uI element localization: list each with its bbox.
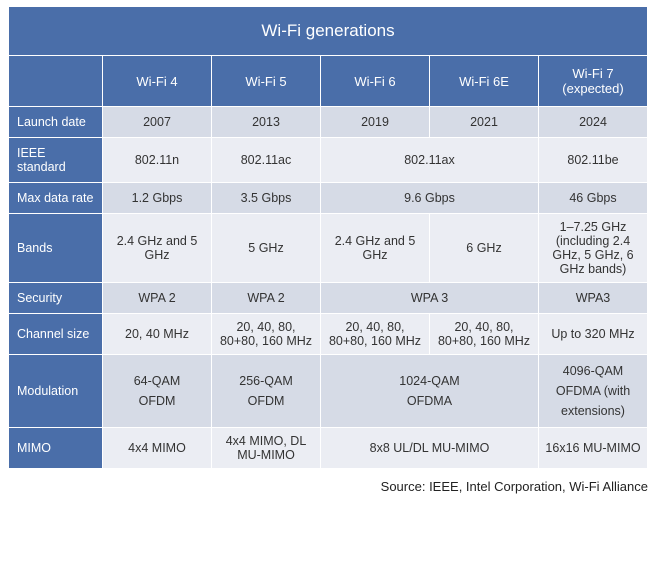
cell: 2024 <box>539 107 648 138</box>
table-title: Wi-Fi generations <box>9 7 648 56</box>
cell: 2019 <box>321 107 430 138</box>
cell: 802.11ac <box>212 138 321 183</box>
cell: 16x16 MU-MIMO <box>539 428 648 469</box>
col-wifi6e: Wi-Fi 6E <box>430 56 539 107</box>
comparison-table: Wi-Fi generations Wi-Fi 4 Wi-Fi 5 Wi-Fi … <box>8 6 648 469</box>
cell: 2021 <box>430 107 539 138</box>
cell: 5 GHz <box>212 214 321 283</box>
column-header-row: Wi-Fi 4 Wi-Fi 5 Wi-Fi 6 Wi-Fi 6E Wi-Fi 7… <box>9 56 648 107</box>
mod-bot: OFDMA <box>325 391 534 411</box>
row-label: Bands <box>9 214 103 283</box>
cell-merged: WPA 3 <box>321 283 539 314</box>
mod-bot: OFDM <box>107 391 207 411</box>
cell: 6 GHz <box>430 214 539 283</box>
cell: 3.5 Gbps <box>212 183 321 214</box>
row-label: IEEE standard <box>9 138 103 183</box>
cell: 1–7.25 GHz (including 2.4 GHz, 5 GHz, 6 … <box>539 214 648 283</box>
cell: 802.11be <box>539 138 648 183</box>
mod-bot: OFDM <box>216 391 316 411</box>
mod-top: 4096-QAM <box>543 361 643 381</box>
col-wifi5: Wi-Fi 5 <box>212 56 321 107</box>
cell: 64-QAM OFDM <box>103 355 212 428</box>
col-wifi4: Wi-Fi 4 <box>103 56 212 107</box>
cell: 1.2 Gbps <box>103 183 212 214</box>
row-label: Modulation <box>9 355 103 428</box>
cell-merged: 1024-QAM OFDMA <box>321 355 539 428</box>
cell: WPA 2 <box>103 283 212 314</box>
row-label: Security <box>9 283 103 314</box>
row-mimo: MIMO 4x4 MIMO 4x4 MIMO, DL MU-MIMO 8x8 U… <box>9 428 648 469</box>
cell: 2013 <box>212 107 321 138</box>
row-bands: Bands 2.4 GHz and 5 GHz 5 GHz 2.4 GHz an… <box>9 214 648 283</box>
col-wifi6: Wi-Fi 6 <box>321 56 430 107</box>
cell: WPA3 <box>539 283 648 314</box>
header-blank <box>9 56 103 107</box>
cell: 20, 40, 80, 80+80, 160 MHz <box>212 314 321 355</box>
cell-merged: 9.6 Gbps <box>321 183 539 214</box>
source-attribution: Source: IEEE, Intel Corporation, Wi-Fi A… <box>8 479 648 494</box>
cell: 802.11n <box>103 138 212 183</box>
cell: 4096-QAM OFDMA (with extensions) <box>539 355 648 428</box>
row-security: Security WPA 2 WPA 2 WPA 3 WPA3 <box>9 283 648 314</box>
cell: 4x4 MIMO, DL MU-MIMO <box>212 428 321 469</box>
cell: WPA 2 <box>212 283 321 314</box>
cell: Up to 320 MHz <box>539 314 648 355</box>
cell: 20, 40 MHz <box>103 314 212 355</box>
cell: 20, 40, 80, 80+80, 160 MHz <box>430 314 539 355</box>
wifi-generations-table: Wi-Fi generations Wi-Fi 4 Wi-Fi 5 Wi-Fi … <box>8 6 648 469</box>
cell-merged: 802.11ax <box>321 138 539 183</box>
row-label: MIMO <box>9 428 103 469</box>
row-label: Max data rate <box>9 183 103 214</box>
row-channel-size: Channel size 20, 40 MHz 20, 40, 80, 80+8… <box>9 314 648 355</box>
mod-bot: OFDMA (with extensions) <box>543 381 643 421</box>
cell: 20, 40, 80, 80+80, 160 MHz <box>321 314 430 355</box>
mod-top: 1024-QAM <box>325 371 534 391</box>
row-label: Channel size <box>9 314 103 355</box>
mod-top: 64-QAM <box>107 371 207 391</box>
cell: 2.4 GHz and 5 GHz <box>103 214 212 283</box>
row-ieee-standard: IEEE standard 802.11n 802.11ac 802.11ax … <box>9 138 648 183</box>
row-modulation: Modulation 64-QAM OFDM 256-QAM OFDM 1024… <box>9 355 648 428</box>
col-wifi7: Wi-Fi 7 (expected) <box>539 56 648 107</box>
title-row: Wi-Fi generations <box>9 7 648 56</box>
cell: 4x4 MIMO <box>103 428 212 469</box>
row-max-data-rate: Max data rate 1.2 Gbps 3.5 Gbps 9.6 Gbps… <box>9 183 648 214</box>
cell: 256-QAM OFDM <box>212 355 321 428</box>
cell: 46 Gbps <box>539 183 648 214</box>
row-label: Launch date <box>9 107 103 138</box>
mod-top: 256-QAM <box>216 371 316 391</box>
cell: 2.4 GHz and 5 GHz <box>321 214 430 283</box>
row-launch-date: Launch date 2007 2013 2019 2021 2024 <box>9 107 648 138</box>
cell: 2007 <box>103 107 212 138</box>
cell-merged: 8x8 UL/DL MU-MIMO <box>321 428 539 469</box>
